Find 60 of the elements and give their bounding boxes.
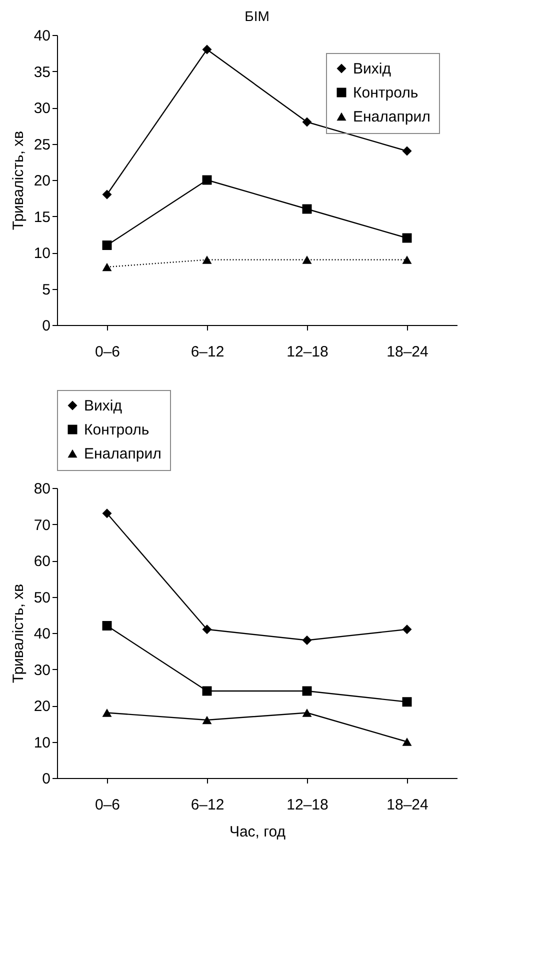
y-tick-label: 35 — [34, 64, 50, 81]
point — [302, 686, 312, 696]
y-tick-label: 0 — [42, 770, 50, 788]
y-tick-label: 10 — [34, 245, 50, 262]
y-tick-label: 80 — [34, 480, 50, 498]
y-tick-label: 20 — [34, 698, 50, 715]
x-tick-label: 6–12 — [190, 344, 224, 360]
point — [302, 204, 312, 214]
x-tick-label: 18–24 — [386, 344, 428, 360]
y-tick-label: 40 — [34, 28, 50, 44]
x-tick-label: 12–18 — [286, 344, 328, 360]
point — [202, 256, 212, 264]
x-axis-title: Час, год — [229, 824, 286, 840]
y-tick-label: 5 — [42, 281, 50, 298]
y-tick-label: 60 — [34, 553, 50, 570]
y-axis-title: Тривалість, хв — [10, 584, 27, 684]
point — [202, 175, 212, 185]
y-tick-label: 10 — [34, 734, 50, 752]
point — [402, 738, 412, 746]
y-tick-label: 40 — [34, 626, 50, 642]
point — [302, 117, 312, 127]
legend-label: Контроль — [84, 422, 150, 438]
y-tick-label: 50 — [34, 589, 50, 606]
point — [202, 624, 212, 634]
point — [102, 262, 112, 272]
point — [302, 636, 312, 645]
point — [302, 256, 312, 264]
point — [102, 508, 112, 518]
point — [402, 233, 412, 243]
point — [102, 621, 112, 630]
point — [402, 256, 412, 264]
point — [202, 716, 212, 724]
legend-label: Еналаприл — [353, 108, 430, 126]
x-tick-label: 6–12 — [190, 796, 224, 814]
y-tick-label: 20 — [34, 172, 50, 190]
point — [402, 697, 412, 707]
point — [102, 708, 112, 717]
y-tick-label: 15 — [34, 208, 50, 226]
y-tick-label: 30 — [34, 662, 50, 679]
x-tick-label: 0–6 — [94, 344, 120, 360]
y-axis-title: Тривалість, хв — [10, 130, 27, 230]
point — [202, 686, 212, 696]
point — [302, 708, 312, 717]
legend-label: Вихід — [353, 60, 392, 78]
point — [102, 240, 112, 250]
y-tick-label: 0 — [42, 318, 50, 334]
y-tick-label: 70 — [34, 516, 50, 534]
point — [102, 190, 112, 200]
x-tick-label: 0–6 — [94, 796, 120, 814]
legend-label: Контроль — [353, 84, 418, 102]
y-tick-label: 30 — [34, 100, 50, 117]
legend-label: Вихід — [84, 398, 122, 414]
point — [402, 624, 412, 634]
point — [402, 146, 412, 156]
y-tick-label: 25 — [34, 136, 50, 154]
chart-title: БІМ — [244, 8, 270, 24]
x-tick-label: 18–24 — [386, 796, 428, 814]
legend-label: Еналаприл — [84, 446, 162, 462]
x-tick-label: 12–18 — [286, 796, 328, 814]
point — [202, 44, 212, 54]
